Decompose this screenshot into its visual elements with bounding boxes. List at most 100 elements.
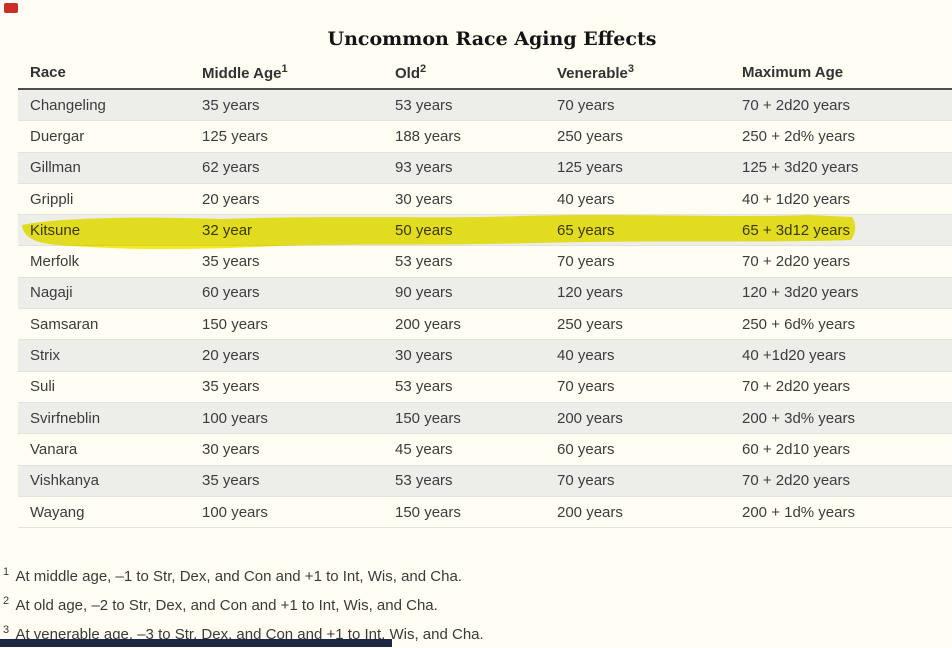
venerable-cell: 125 years: [557, 152, 742, 184]
maximum-age-cell: 70 + 2d20 years: [742, 245, 952, 278]
table-row: Suli 35 years 53 years 70 years 70 + 2d20 ye…: [18, 371, 952, 403]
footnote: 3 At venerable age, –3 to Str, Dex, and …: [3, 624, 484, 643]
venerable-cell: 70 years: [557, 89, 742, 122]
venerable-cell: 65 years: [557, 214, 742, 247]
table-row: Nagaji 60 years 90 years 120 years 120 + 3d2…: [18, 277, 952, 310]
race-cell: Vishkanya: [18, 465, 202, 497]
race-cell: Grippli: [18, 183, 202, 216]
race-cell: Svirfneblin: [18, 402, 202, 435]
middle-age-cell: 60 years: [202, 277, 395, 310]
table-row: Changeling 35 years 53 years 70 years 70 + 2…: [18, 89, 952, 122]
middle-age-cell: 20 years: [202, 339, 395, 372]
race-cell: Duergar: [18, 120, 202, 153]
header-superscript: 1: [281, 62, 288, 75]
middle-age-cell: 35 years: [202, 371, 395, 403]
table-row: Svirfneblin 100 years 150 years 200 years 20…: [18, 402, 952, 435]
table-row: Samsaran 150 years 200 years 250 years 250 +…: [18, 308, 952, 341]
venerable-cell: 70 years: [557, 371, 742, 403]
middle-age-cell: 35 years: [202, 245, 395, 278]
maximum-age-cell: 200 + 1d% years: [742, 496, 952, 529]
venerable-cell: 40 years: [557, 339, 742, 372]
race-cell: Gillman: [18, 152, 202, 184]
footnotes: 1 At middle age, –1 to Str, Dex, and Con…: [3, 561, 703, 648]
old-cell: 30 years: [395, 183, 557, 216]
middle-age-cell: 35 years: [202, 465, 395, 497]
maximum-age-cell: 65 + 3d12 years: [742, 214, 952, 247]
race-cell: Strix: [18, 339, 202, 372]
maximum-age-cell: 120 + 3d20 years: [742, 277, 952, 310]
venerable-cell: 200 years: [557, 496, 742, 529]
old-cell: 53 years: [395, 245, 557, 278]
maximum-age-cell: 200 + 3d% years: [742, 402, 952, 435]
footnote: 1 At middle age, –1 to Str, Dex, and Con…: [3, 566, 462, 585]
middle-age-cell: 62 years: [202, 152, 395, 184]
middle-age-cell: 100 years: [202, 496, 395, 529]
old-cell: 188 years: [395, 120, 557, 153]
page-title: Uncommon Race Aging Effects: [327, 28, 657, 50]
old-cell: 93 years: [395, 152, 557, 184]
table-header: Race Middle Age1 Old2 Venerable3 Maximum Age: [18, 56, 952, 90]
old-cell: 200 years: [395, 308, 557, 341]
venerable-cell: 200 years: [557, 402, 742, 435]
table-header-cell: Maximum Age: [742, 56, 952, 90]
middle-age-cell: 32 year: [202, 214, 395, 247]
table-header-cell: Middle Age1: [202, 56, 395, 90]
old-cell: 53 years: [395, 89, 557, 122]
old-cell: 53 years: [395, 465, 557, 497]
table-row: Strix 20 years 30 years 40 years 40 +1d20 ye…: [18, 339, 952, 372]
race-cell: Kitsune: [18, 214, 202, 247]
venerable-cell: 120 years: [557, 277, 742, 310]
table-row: Gillman 62 years 93 years 125 years 125 + 3d…: [18, 152, 952, 184]
maximum-age-cell: 60 + 2d10 years: [742, 433, 952, 466]
old-cell: 30 years: [395, 339, 557, 372]
old-cell: 90 years: [395, 277, 557, 310]
header-superscript: 2: [420, 62, 427, 75]
maximum-age-cell: 40 +1d20 years: [742, 339, 952, 372]
venerable-cell: 40 years: [557, 183, 742, 216]
venerable-cell: 250 years: [557, 308, 742, 341]
table-header-cell: Old2: [395, 56, 557, 90]
bottom-navy-bar: [0, 639, 392, 647]
footnote-marker: 2: [3, 595, 10, 607]
race-cell: Changeling: [18, 89, 202, 122]
table-row: Merfolk 35 years 53 years 70 years 70 + 2d20…: [18, 245, 952, 278]
middle-age-cell: 125 years: [202, 120, 395, 153]
old-cell: 150 years: [395, 402, 557, 435]
race-cell: Wayang: [18, 496, 202, 529]
middle-age-cell: 20 years: [202, 183, 395, 216]
maximum-age-cell: 250 + 6d% years: [742, 308, 952, 341]
old-cell: 53 years: [395, 371, 557, 403]
middle-age-cell: 150 years: [202, 308, 395, 341]
middle-age-cell: 30 years: [202, 433, 395, 466]
race-cell: Merfolk: [18, 245, 202, 278]
race-cell: Samsaran: [18, 308, 202, 341]
maximum-age-cell: 125 + 3d20 years: [742, 152, 952, 184]
venerable-cell: 70 years: [557, 245, 742, 278]
venerable-cell: 60 years: [557, 433, 742, 466]
table-row: Vishkanya 35 years 53 years 70 years 70 + 2d…: [18, 465, 952, 497]
venerable-cell: 250 years: [557, 120, 742, 153]
middle-age-cell: 100 years: [202, 402, 395, 435]
table-row-highlighted: Kitsune 32 year 50 years 65 years 65 + 3d12 …: [18, 214, 952, 247]
table-row: Duergar 125 years 188 years 250 years 250 + …: [18, 120, 952, 153]
maximum-age-cell: 70 + 2d20 years: [742, 371, 952, 403]
table-row: Wayang 100 years 150 years 200 years 200 + 1…: [18, 496, 952, 529]
old-cell: 50 years: [395, 214, 557, 247]
maximum-age-cell: 70 + 2d20 years: [742, 89, 952, 122]
footnote: 2 At old age, –2 to Str, Dex, and Con an…: [3, 595, 438, 614]
race-cell: Nagaji: [18, 277, 202, 310]
footnote-marker: 3: [3, 624, 10, 636]
table-header-cell: Race: [18, 56, 202, 90]
red-corner-marker: [4, 3, 18, 13]
aging-effects-table: Race Middle Age1 Old2 Venerable3 Maximum Age…: [18, 56, 952, 529]
venerable-cell: 70 years: [557, 465, 742, 497]
maximum-age-cell: 70 + 2d20 years: [742, 465, 952, 497]
footnote-marker: 1: [3, 566, 10, 578]
header-superscript: 3: [627, 62, 635, 75]
maximum-age-cell: 40 + 1d20 years: [742, 183, 952, 216]
old-cell: 45 years: [395, 433, 557, 466]
old-cell: 150 years: [395, 496, 557, 529]
table-row: Grippli 20 years 30 years 40 years 40 + 1d20…: [18, 183, 952, 216]
maximum-age-cell: 250 + 2d% years: [742, 120, 952, 153]
middle-age-cell: 35 years: [202, 89, 395, 122]
